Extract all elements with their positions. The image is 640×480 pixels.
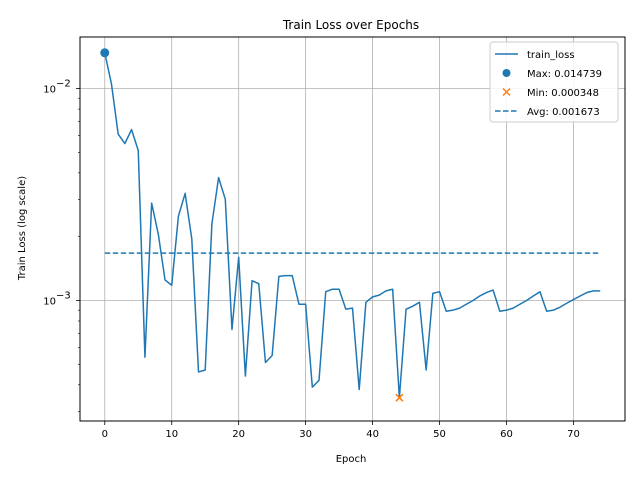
legend-x-swatch (502, 87, 511, 97)
x-tick-label: 50 (433, 429, 446, 440)
legend-label: Max: 0.014739 (527, 69, 602, 80)
x-axis-label: Epoch (336, 454, 367, 465)
chart-title: Train Loss over Epochs (282, 18, 419, 32)
legend-box (489, 41, 619, 123)
legend-x-stroke (502, 87, 511, 97)
y-tick-exponent: −3 (56, 290, 71, 301)
legend-label: Min: 0.000348 (527, 88, 599, 99)
x-tick-label: 30 (299, 429, 312, 440)
y-axis-label: Train Loss (log scale) (17, 176, 28, 281)
legend: train_loss Max: 0.014739 Min: 0.000348 Avg:… (489, 41, 619, 123)
max-marker (100, 48, 110, 58)
plot-area (100, 48, 601, 402)
x-tick-label: 40 (366, 429, 379, 440)
x-tick-label: 70 (567, 429, 580, 440)
legend-circle-swatch (502, 69, 511, 77)
x-tick-label: 60 (500, 429, 513, 440)
train-loss-line (104, 52, 601, 399)
x-tick-label: 10 (165, 429, 178, 440)
min-marker-stroke (395, 393, 404, 402)
x-tick-label: 0 (102, 429, 108, 440)
x-tick-label: 20 (232, 429, 245, 440)
plot-frame (79, 36, 626, 422)
y-tick-label: 10 (43, 296, 56, 307)
min-marker (395, 393, 404, 402)
legend-label: Avg: 0.001673 (527, 107, 600, 118)
legend-label: train_loss (527, 50, 575, 61)
y-tick-label: 10 (43, 85, 56, 96)
y-tick-exponent: −2 (56, 79, 71, 90)
